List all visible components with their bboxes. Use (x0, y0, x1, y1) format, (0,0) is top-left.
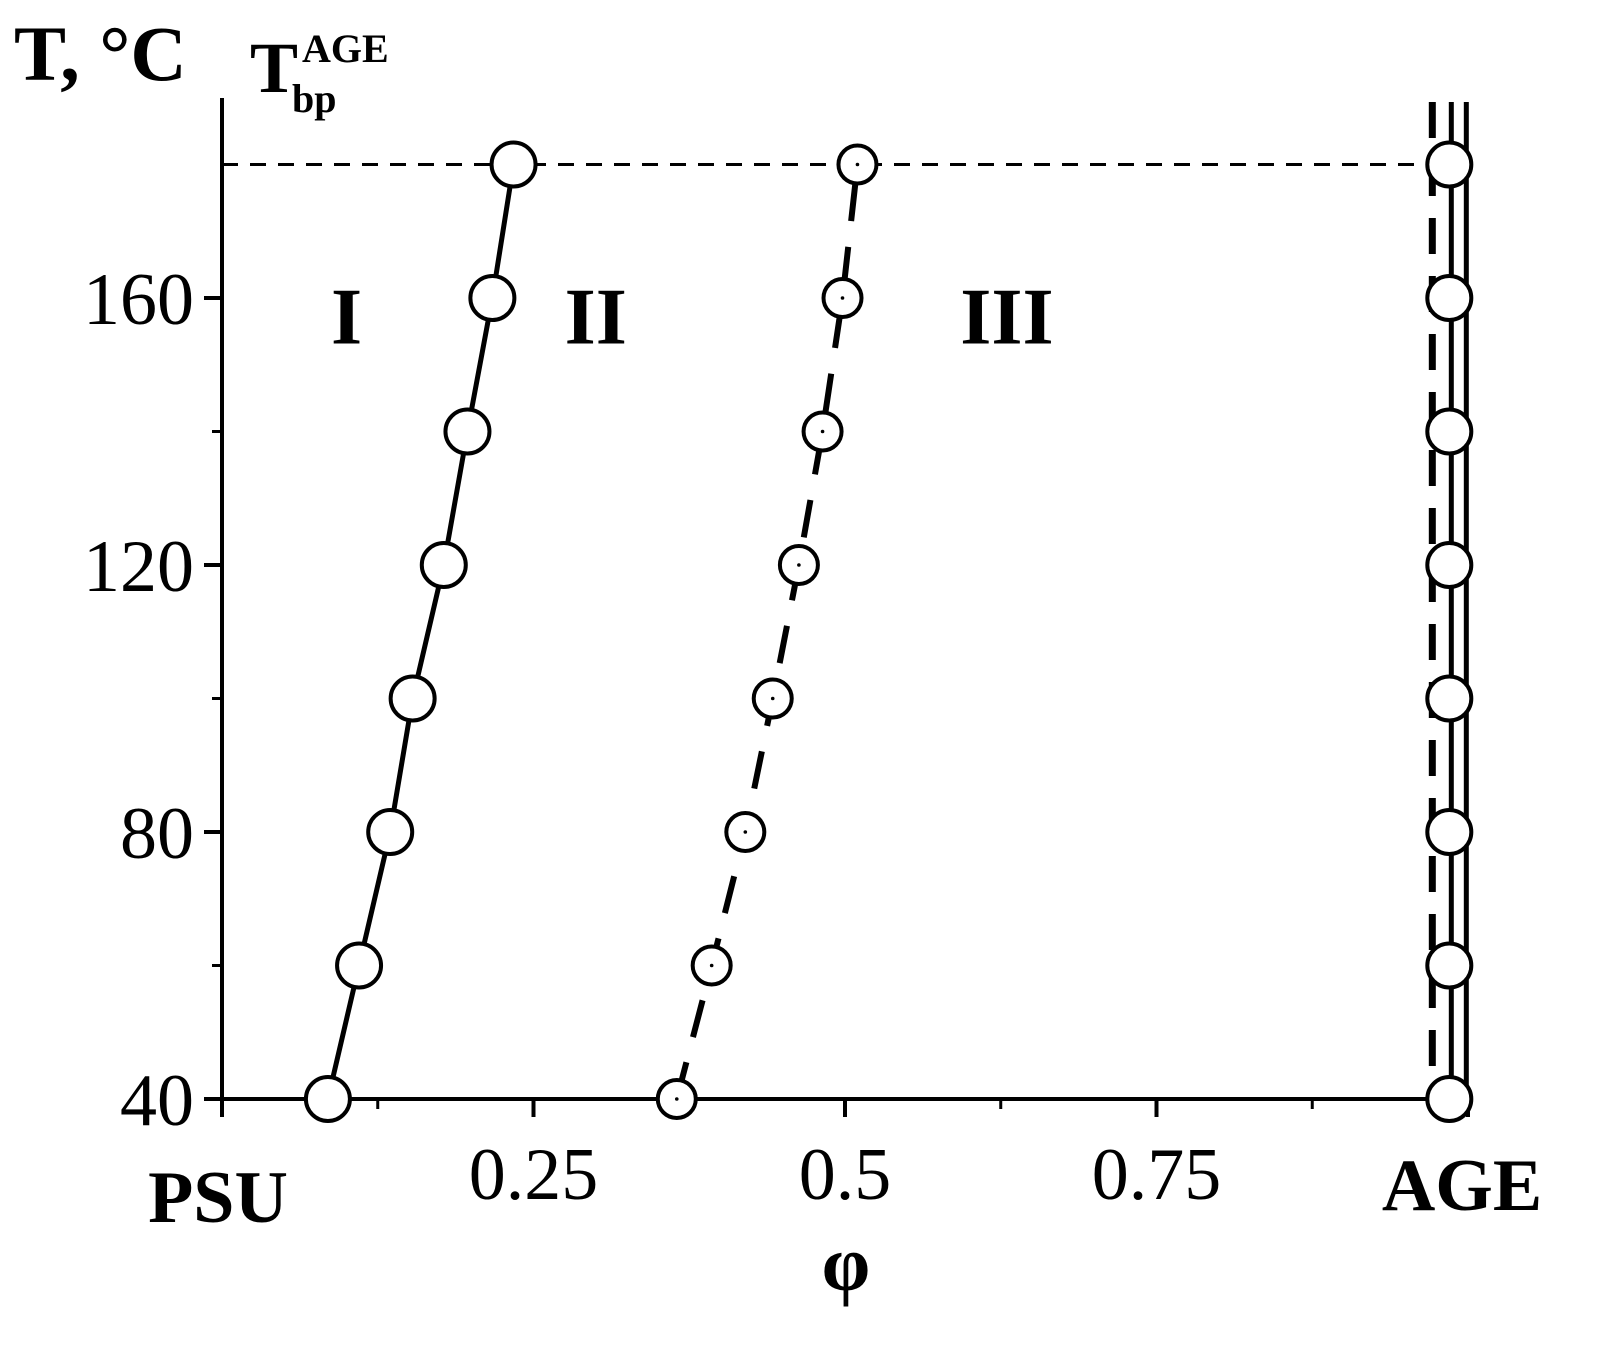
data-point-marker (388, 674, 437, 723)
y-tick-label: 80 (120, 793, 194, 875)
bp-label-main: T (250, 28, 298, 108)
data-point-marker (419, 541, 468, 589)
data-point-center-dot (674, 1097, 679, 1101)
y-tick-label: 160 (83, 259, 194, 341)
x-tick-label: 0.75 (1092, 1134, 1222, 1216)
data-point-marker (1425, 407, 1474, 456)
data-point-marker (1425, 541, 1474, 589)
bp-label-sub: bp (292, 76, 337, 121)
bp-label-sup: AGE (302, 26, 389, 71)
data-point-marker (1425, 674, 1474, 723)
data-point-marker (489, 140, 538, 189)
data-point-center-dot (709, 963, 714, 968)
x-tick-label: 0.5 (799, 1134, 892, 1216)
data-point-marker (1425, 274, 1474, 322)
data-point-marker (335, 941, 384, 990)
data-point-marker (468, 274, 517, 322)
data-point-marker (1425, 1075, 1474, 1123)
x-end-label-left: PSU (148, 1157, 288, 1239)
x-axis-title: φ (822, 1220, 871, 1307)
region-label: III (960, 273, 1053, 361)
data-point-marker (1425, 941, 1474, 990)
series-layer (222, 102, 1469, 1100)
data-point-center-dot (820, 429, 825, 434)
data-point-center-dot (770, 696, 775, 701)
x-tick-label: 0.25 (469, 1134, 599, 1216)
data-point-center-dot (840, 296, 845, 300)
axes (220, 98, 1468, 1101)
data-point-marker (443, 407, 492, 456)
bp-label: T AGE bp (250, 26, 393, 121)
data-point-center-dot (855, 162, 860, 167)
y-tick-label: 120 (83, 526, 194, 608)
series-line-dashed (673, 164, 861, 1100)
x-end-label-right: AGE (1382, 1145, 1542, 1227)
region-label: I (331, 273, 362, 361)
y-tick-label: 40 (120, 1060, 194, 1142)
y-axis-title: T, °C (14, 10, 187, 97)
region-label: II (565, 273, 627, 361)
data-point-center-dot (743, 830, 748, 834)
data-point-center-dot (797, 563, 801, 567)
data-point-marker (1425, 808, 1474, 856)
markers-layer (303, 140, 1474, 1123)
data-point-marker (303, 1075, 352, 1123)
labels-layer: T, °C T AGE bp φ PSU AGE 40 80 120 160 0.25 0… (14, 10, 1542, 1307)
data-point-marker (1425, 140, 1474, 189)
data-point-marker (366, 808, 415, 856)
